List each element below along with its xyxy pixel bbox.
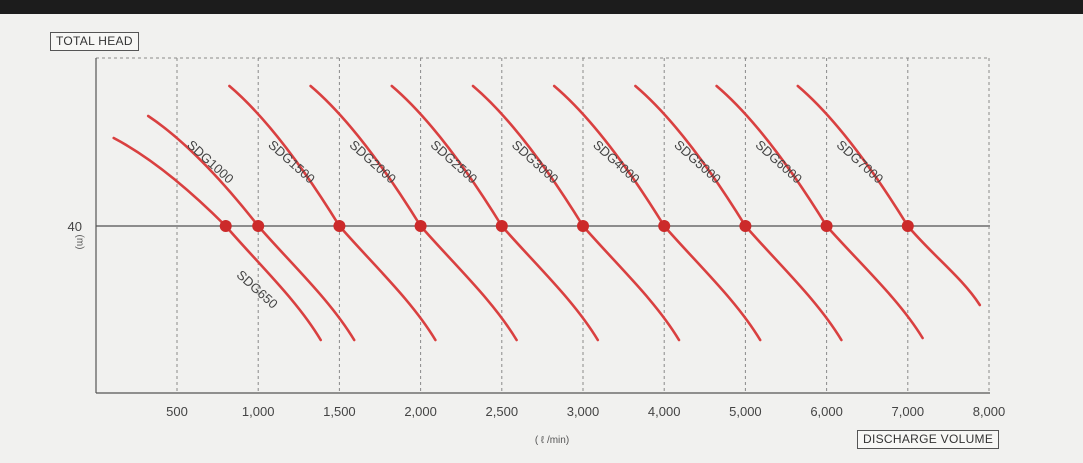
series-label-sdg2000: SDG2000: [347, 137, 399, 186]
rated-point-sdg2000: [414, 220, 427, 232]
x-tick-label: 8,000: [973, 404, 1006, 419]
y-unit-label: (m): [74, 235, 85, 250]
series-label-sdg3000: SDG3000: [509, 137, 561, 186]
rated-point-sdg1500: [333, 220, 346, 232]
rated-point-sdg6000: [820, 220, 833, 232]
performance-curves: [112, 84, 982, 342]
series-labels: SDG650 SDG1000 SDG1500 SDG2000 SDG2500 SDG300…: [184, 137, 886, 312]
rated-point-sdg4000: [658, 220, 671, 232]
rated-point-sdg1000: [252, 220, 265, 232]
curve-sdg2000: [309, 84, 518, 342]
axes: [95, 58, 990, 394]
rated-point-sdg2500: [495, 220, 508, 232]
top-border: [0, 0, 1083, 14]
x-tick-label: 500: [166, 404, 188, 419]
x-tick-label: 1,500: [323, 404, 356, 419]
curve-sdg3000: [471, 84, 681, 342]
series-label-sdg4000: SDG4000: [590, 137, 642, 186]
curve-sdg2500: [390, 84, 600, 342]
x-tick-label: 6,000: [810, 404, 843, 419]
x-unit-label: ( ℓ /min): [535, 435, 569, 446]
x-tick-label: 3,000: [567, 404, 600, 419]
curve-sdg1000: [146, 114, 356, 342]
curve-sdg4000: [552, 84, 762, 342]
rated-point-sdg5000: [739, 220, 752, 232]
x-tick-label: 7,000: [892, 404, 925, 419]
series-label-sdg1500: SDG1500: [265, 137, 317, 186]
series-label-sdg5000: SDG5000: [671, 137, 723, 186]
rated-point-markers: [219, 220, 914, 232]
y-tick-label: 40: [68, 219, 82, 234]
curve-sdg7000: [796, 84, 982, 307]
x-tick-label: 1,000: [242, 404, 275, 419]
tick-labels: 500 1,000 1,500 2,000 2,500 3,000 4,000 5,000 6,…: [68, 219, 1006, 446]
x-axis-title: DISCHARGE VOLUME: [857, 430, 1000, 449]
y-axis-title: TOTAL HEAD: [50, 32, 139, 51]
x-tick-label: 5,000: [729, 404, 762, 419]
chart-panel: [0, 14, 1083, 463]
rated-point-sdg650: [219, 220, 232, 232]
rated-point-sdg3000: [577, 220, 589, 232]
series-label-sdg7000: SDG7000: [834, 137, 886, 186]
series-label-sdg6000: SDG6000: [753, 137, 805, 186]
series-label-sdg1000: SDG1000: [184, 137, 236, 186]
x-tick-label: 4,000: [648, 404, 681, 419]
rated-point-sdg7000: [901, 220, 914, 232]
series-label-sdg650: SDG650: [234, 267, 281, 312]
curve-sdg6000: [715, 84, 924, 340]
x-tick-label: 2,500: [486, 404, 519, 419]
curve-sdg5000: [634, 84, 843, 342]
series-label-sdg2500: SDG2500: [428, 137, 480, 186]
x-tick-label: 2,000: [404, 404, 437, 419]
